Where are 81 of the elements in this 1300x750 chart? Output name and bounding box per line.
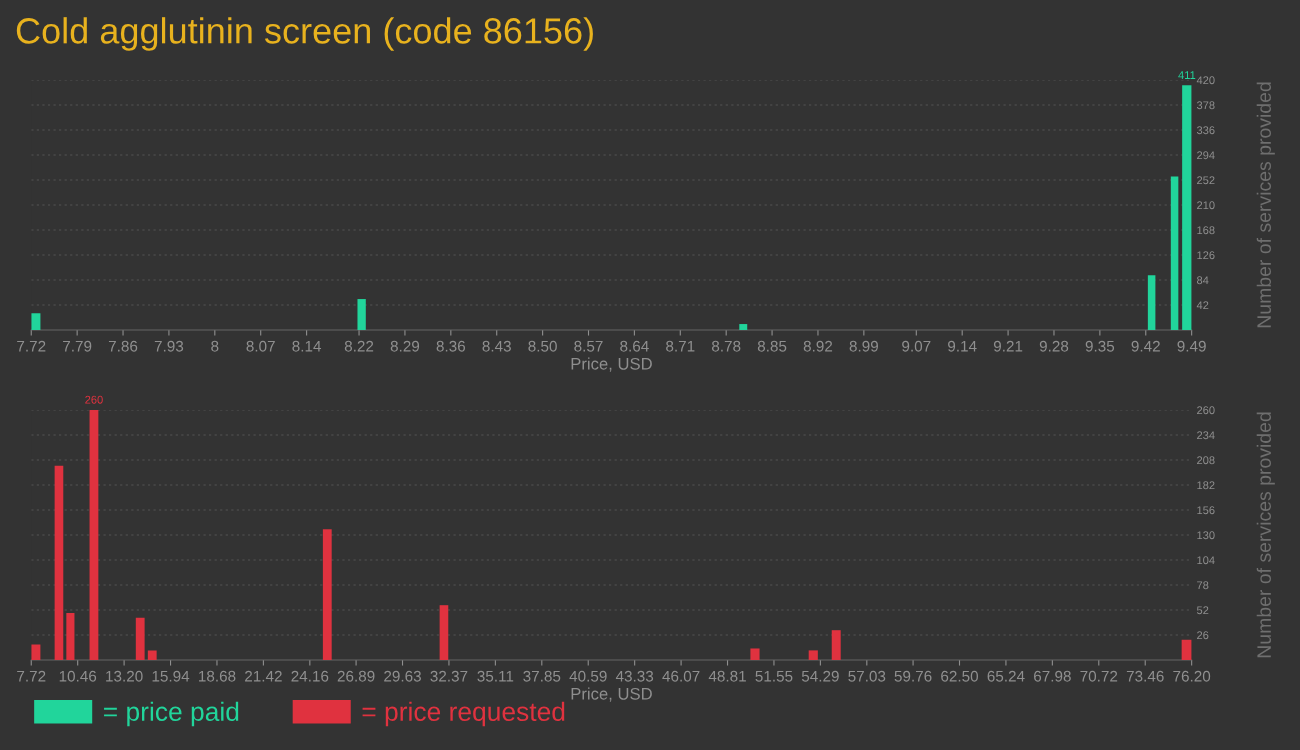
x-tick-label: 8.57 bbox=[574, 340, 603, 352]
x-tick-label: 73.46 bbox=[1126, 670, 1164, 682]
x-tick-label: 62.50 bbox=[941, 670, 979, 682]
data-label: 260 bbox=[85, 395, 103, 404]
x-tick-label: 40.59 bbox=[569, 670, 607, 682]
y-tick-label: 260 bbox=[1197, 406, 1215, 415]
x-tick-label: 8.50 bbox=[528, 340, 557, 352]
chart-title: Cold agglutinin screen (code 86156) bbox=[16, 17, 593, 51]
y-tick-label: 336 bbox=[1196, 126, 1215, 135]
x-tick-label: 65.24 bbox=[987, 670, 1025, 682]
y-axis-title: Number of services provided bbox=[1256, 412, 1275, 658]
x-tick-label: 35.11 bbox=[477, 670, 514, 682]
x-tick-label: 57.03 bbox=[848, 670, 886, 682]
x-tick-label: 24.16 bbox=[291, 670, 329, 682]
x-tick-label: 59.76 bbox=[894, 670, 932, 682]
y-tick-label: 42 bbox=[1196, 301, 1209, 310]
y-tick-label: 294 bbox=[1197, 151, 1215, 160]
x-tick-label: 7.86 bbox=[108, 340, 138, 352]
x-tick-label: 43.33 bbox=[615, 670, 654, 682]
x-tick-label: 32.37 bbox=[430, 670, 468, 682]
x-tick-label: 10.46 bbox=[59, 670, 97, 682]
y-tick-label: 130 bbox=[1197, 531, 1215, 540]
data-label: 411 bbox=[1178, 71, 1196, 79]
y-tick-label: 84 bbox=[1196, 276, 1209, 285]
y-tick-label: 156 bbox=[1197, 506, 1215, 515]
legend-label: = price paid bbox=[104, 701, 239, 727]
x-tick-label: 7.72 bbox=[17, 670, 46, 682]
y-tick-label: 378 bbox=[1196, 101, 1215, 110]
y-tick-label: 210 bbox=[1197, 201, 1215, 210]
x-tick-label: 9.49 bbox=[1177, 340, 1206, 352]
x-tick-label: 70.72 bbox=[1080, 670, 1118, 682]
x-tick-label: 9.35 bbox=[1085, 340, 1115, 352]
x-tick-label: 9.28 bbox=[1039, 340, 1069, 352]
y-tick-label: 420 bbox=[1196, 76, 1215, 85]
x-tick-label: 26.89 bbox=[337, 670, 375, 682]
x-tick-label: 7.93 bbox=[154, 340, 184, 352]
x-tick-label: 15.94 bbox=[152, 670, 190, 682]
x-tick-label: 67.98 bbox=[1034, 670, 1071, 682]
x-tick-label: 8 bbox=[211, 340, 219, 352]
x-tick-label: 51.55 bbox=[755, 670, 793, 682]
x-tick-label: 8.64 bbox=[620, 340, 649, 352]
x-tick-label: 8.14 bbox=[292, 340, 322, 352]
x-tick-label: 46.07 bbox=[662, 670, 700, 682]
y-tick-label: 104 bbox=[1197, 556, 1215, 565]
x-tick-label: 8.22 bbox=[344, 340, 374, 352]
y-tick-label: 182 bbox=[1197, 481, 1215, 490]
x-tick-label: 76.20 bbox=[1173, 670, 1211, 682]
x-axis-title: Price, USD bbox=[571, 687, 652, 702]
y-tick-label: 208 bbox=[1197, 456, 1215, 465]
x-tick-label: 7.79 bbox=[63, 340, 92, 352]
y-tick-label: 52 bbox=[1196, 606, 1209, 615]
y-tick-label: 168 bbox=[1197, 226, 1215, 235]
x-tick-label: 8.43 bbox=[482, 340, 511, 352]
x-tick-label: 9.42 bbox=[1131, 340, 1160, 352]
x-tick-label: 48.81 bbox=[708, 670, 746, 682]
x-tick-label: 8.99 bbox=[849, 340, 878, 352]
x-axis-title: Price, USD bbox=[571, 357, 652, 372]
x-tick-label: 9.21 bbox=[993, 340, 1023, 352]
y-tick-label: 78 bbox=[1197, 581, 1209, 590]
x-tick-label: 54.29 bbox=[801, 670, 839, 682]
y-axis-title: Number of services provided bbox=[1256, 82, 1275, 328]
x-tick-label: 29.63 bbox=[384, 670, 421, 682]
x-tick-label: 8.29 bbox=[390, 340, 420, 352]
x-tick-label: 37.85 bbox=[523, 670, 561, 682]
x-tick-label: 8.85 bbox=[757, 340, 787, 352]
y-tick-label: 126 bbox=[1197, 251, 1215, 260]
y-tick-label: 26 bbox=[1197, 631, 1209, 640]
x-tick-label: 8.78 bbox=[711, 340, 741, 352]
legend-label: = price requested bbox=[362, 701, 565, 727]
x-tick-label: 7.72 bbox=[17, 340, 46, 352]
y-tick-label: 252 bbox=[1197, 176, 1215, 185]
y-tick-label: 234 bbox=[1197, 431, 1215, 440]
x-tick-label: 8.71 bbox=[666, 340, 695, 352]
x-tick-label: 8.92 bbox=[803, 340, 833, 352]
x-tick-label: 9.14 bbox=[948, 340, 977, 352]
x-tick-label: 8.07 bbox=[246, 340, 275, 352]
x-tick-label: 18.68 bbox=[199, 670, 236, 682]
x-tick-label: 9.07 bbox=[902, 340, 931, 352]
x-tick-label: 13.20 bbox=[106, 670, 143, 682]
x-tick-label: 21.42 bbox=[245, 670, 282, 682]
x-tick-label: 8.36 bbox=[436, 340, 466, 352]
